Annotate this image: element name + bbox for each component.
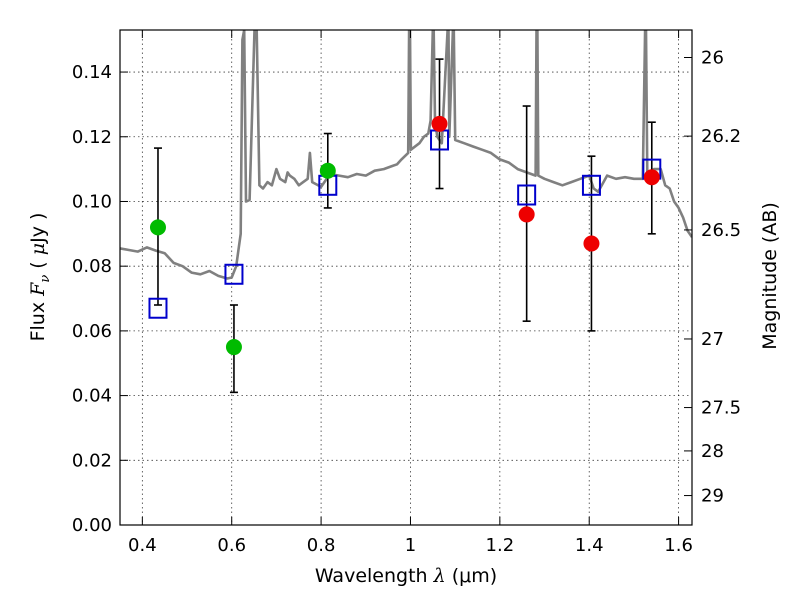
observed-point-red [643,169,660,186]
y-tick-label: 0.04 [72,386,112,407]
ticks-layer: 0.4 0.6 0.8 1 1.2 1.4 1.6 0.00 0.02 0.04 0.06 0.08 0… [72,30,741,556]
model-point [224,263,244,285]
y-axis-title: Flux Fν ( μJy ) [27,213,53,342]
y-axis-title-var: F [27,282,49,297]
y-tick-label: 0.06 [72,321,112,342]
axes-frame [119,29,693,526]
observed-point-green [319,162,336,179]
x-tick-label: 0.4 [128,535,157,556]
observed-point-green [225,339,242,356]
model-point [517,184,537,206]
square-layer [148,129,662,319]
observed-point-red [583,235,600,252]
mag-tick-label: 26 [701,48,724,69]
x-tick-label: 1.2 [486,535,515,556]
y-tick-label: 0.14 [72,62,112,83]
x-tick-label: 1 [405,535,416,556]
mag-tick-label: 27.5 [701,398,741,419]
x-tick-label: 0.8 [307,535,336,556]
mag-tick-label: 27 [701,329,724,350]
mag-tick-label: 29 [701,486,724,507]
observed-point-green [149,219,166,236]
x-axis-title-post: (μm) [446,565,497,587]
mag-tick-label: 26.5 [701,220,741,241]
grid [120,30,692,525]
x-axis-title-pre: Wavelength [315,565,434,587]
y-tick-label: 0.08 [72,256,112,277]
y-tick-label: 0.00 [72,515,112,536]
axes-layer [119,29,693,526]
x-tick-label: 0.6 [217,535,246,556]
y-tick-label: 0.02 [72,450,112,471]
spectrum-layer [120,30,692,280]
y-axis-title-mu: μ [27,243,49,255]
spectrum-line [120,30,692,280]
model-point [148,297,168,319]
observed-point-red [431,115,448,132]
mag-tick-label: 28 [701,441,724,462]
y-axis-title-sub: ν [38,275,53,283]
x-axis-title: Wavelength λ (μm) [315,565,497,587]
x-axis-title-var: λ [433,565,446,587]
observed-point-red [518,206,535,223]
x-tick-label: 1.6 [664,535,693,556]
model-point [581,174,601,196]
y-axis-title-mid: ( [27,255,49,275]
dot-layer [149,115,660,356]
y-tick-label: 0.10 [72,191,112,212]
y-right-axis-title: Magnitude (AB) [759,202,781,350]
y-tick-label: 0.12 [72,127,112,148]
mag-tick-label: 26.2 [701,126,741,147]
y-axis-title-post: Jy ) [27,213,49,244]
x-tick-label: 1.4 [575,535,604,556]
y-axis-title-pre: Flux [27,296,49,342]
